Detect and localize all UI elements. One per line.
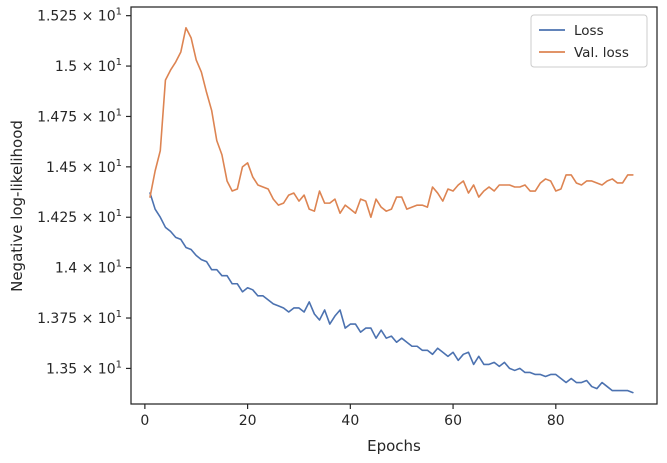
y-tick-base: 10: [98, 109, 116, 125]
y-tick-exponent: 1: [116, 7, 122, 18]
y-tick-times-sign: ×: [77, 311, 98, 327]
legend: Loss Val. loss: [530, 14, 648, 68]
y-tick-exponent: 1: [116, 158, 122, 169]
plot-frame: [130, 6, 658, 405]
x-axis: 0 20 40 60 80: [140, 404, 565, 429]
y-tick-times-sign: ×: [77, 361, 98, 377]
y-tick-exponent: 1: [116, 208, 122, 219]
y-tick-label: 1.35 × 101: [46, 359, 122, 377]
y-tick-mantissa: 1.375: [37, 311, 77, 327]
y-tick-mantissa: 1.45: [46, 160, 77, 176]
y-tick-times-sign: ×: [77, 261, 98, 277]
y-tick-base: 10: [98, 361, 116, 377]
y-tick-times-sign: ×: [77, 109, 98, 125]
y-tick-exponent: 1: [116, 57, 122, 68]
y-tick-exponent: 1: [116, 259, 122, 270]
plot-area: [149, 26, 634, 394]
y-tick-base: 10: [98, 160, 116, 176]
y-tick-label: 1.45 × 101: [46, 158, 122, 176]
y-tick-label: 1.425 × 101: [37, 208, 122, 226]
y-tick-label: 1.5 × 101: [55, 57, 122, 75]
legend-label: Val. loss: [574, 45, 629, 61]
y-tick-times-sign: ×: [77, 210, 98, 226]
y-tick-label: 1.525 × 101: [37, 7, 122, 25]
y-tick-mantissa: 1.475: [37, 109, 77, 125]
legend-box: [530, 14, 648, 68]
y-tick-times-sign: ×: [77, 160, 98, 176]
y-axis-label: Negative log-likelihood: [8, 120, 26, 292]
y-tick-base: 10: [98, 261, 116, 277]
y-tick-times-sign: ×: [77, 59, 98, 75]
x-tick-label: 40: [341, 413, 359, 429]
y-tick-base: 10: [98, 9, 116, 25]
y-tick-mantissa: 1.425: [37, 210, 77, 226]
y-tick-base: 10: [98, 59, 116, 75]
y-tick-mantissa: 1.35: [46, 361, 77, 377]
y-tick-label: 1.475 × 101: [37, 107, 122, 125]
y-tick-mantissa: 1.5: [55, 59, 77, 75]
x-tick-label: 60: [444, 413, 462, 429]
y-tick-exponent: 1: [116, 107, 122, 118]
y-tick-mantissa: 1.525: [37, 9, 77, 25]
x-tick-label: 20: [239, 413, 257, 429]
y-tick-base: 10: [98, 210, 116, 226]
y-tick-label: 1.4 × 101: [55, 259, 122, 277]
y-tick-base: 10: [98, 311, 116, 327]
x-axis-label: Epochs: [367, 437, 421, 455]
y-tick-exponent: 1: [116, 309, 122, 320]
y-tick-times-sign: ×: [77, 9, 98, 25]
series-line-loss: [149, 192, 634, 394]
legend-label: Loss: [574, 23, 604, 39]
y-tick-mantissa: 1.4: [55, 261, 77, 277]
y-tick-label: 1.375 × 101: [37, 309, 122, 327]
series-line-val-loss: [149, 26, 634, 219]
x-tick-label: 80: [547, 413, 565, 429]
x-tick-label: 0: [140, 413, 149, 429]
y-tick-exponent: 1: [116, 359, 122, 370]
